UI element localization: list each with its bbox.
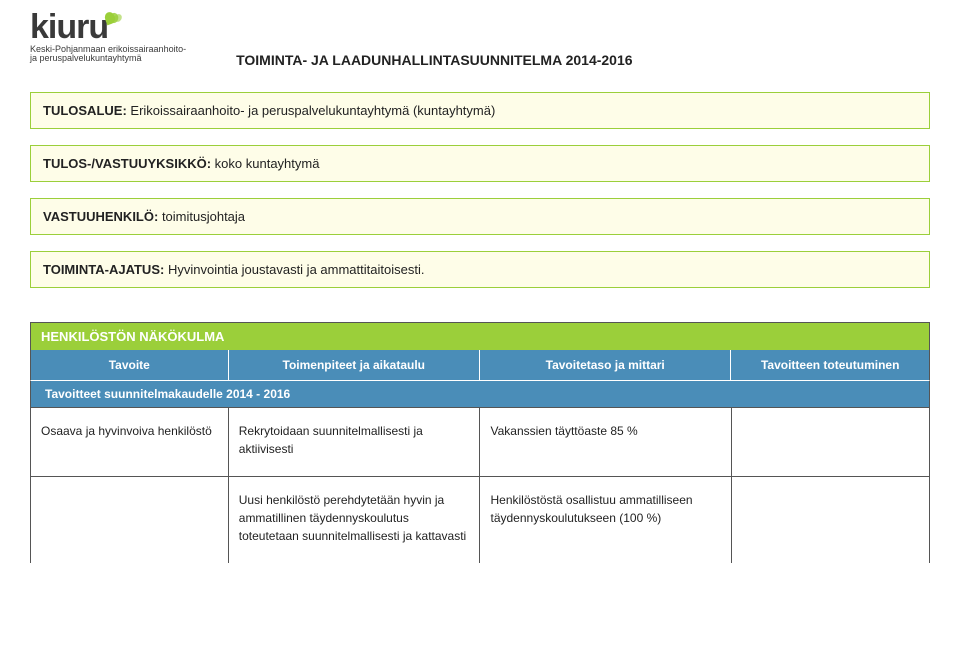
box-tulosalue: TULOSALUE: Erikoissairaanhoito- ja perus…	[30, 92, 930, 129]
logo-leaf-icon	[107, 12, 123, 27]
box-vastuuhenkilo-label: VASTUUHENKILÖ:	[43, 209, 158, 224]
box-toiminta-ajatus-label: TOIMINTA-AJATUS:	[43, 262, 164, 277]
logo-subtitle-line2: ja peruspalvelukuntayhtymä	[30, 54, 186, 64]
logo-brand: kiuru	[30, 12, 108, 43]
box-vastuuyksikko: TULOS-/VASTUUYKSIKKÖ: koko kuntayhtymä	[30, 145, 930, 182]
box-toiminta-ajatus-value: Hyvinvointia joustavasti ja ammattitaito…	[168, 262, 425, 277]
box-toiminta-ajatus: TOIMINTA-AJATUS: Hyvinvointia joustavast…	[30, 251, 930, 288]
cell-toimenpiteet: Rekrytoidaan suunnitelmallisesti ja akti…	[228, 408, 480, 477]
col-header-tavoite: Tavoite	[31, 350, 229, 380]
section-title: HENKILÖSTÖN NÄKÖKULMA	[30, 322, 930, 350]
header-row: kiuru Keski-Pohjanmaan erikoissairaanhoi…	[30, 12, 930, 68]
logo-block: kiuru Keski-Pohjanmaan erikoissairaanhoi…	[30, 12, 186, 64]
box-vastuuhenkilo: VASTUUHENKILÖ: toimitusjohtaja	[30, 198, 930, 235]
table-subheader: Tavoitteet suunnitelmakaudelle 2014 - 20…	[30, 380, 930, 407]
data-table: Osaava ja hyvinvoiva henkilöstö Rekrytoi…	[30, 407, 930, 563]
table-row: Osaava ja hyvinvoiva henkilöstö Rekrytoi…	[31, 408, 930, 477]
cell-toimenpiteet: Uusi henkilöstö perehdytetään hyvin ja a…	[228, 477, 480, 564]
document-page: kiuru Keski-Pohjanmaan erikoissairaanhoi…	[0, 0, 960, 563]
cell-toteutuminen	[732, 408, 930, 477]
logo-subtitle: Keski-Pohjanmaan erikoissairaanhoito- ja…	[30, 45, 186, 65]
cell-mittari: Henkilöstöstä osallistuu ammatilliseen t…	[480, 477, 732, 564]
cell-tavoite	[31, 477, 229, 564]
box-tulosalue-label: TULOSALUE:	[43, 103, 127, 118]
table-row: Uusi henkilöstö perehdytetään hyvin ja a…	[31, 477, 930, 564]
box-vastuuhenkilo-value: toimitusjohtaja	[162, 209, 245, 224]
cell-mittari: Vakanssien täyttöaste 85 %	[480, 408, 732, 477]
table-header-row: Tavoite Toimenpiteet ja aikataulu Tavoit…	[30, 350, 930, 380]
box-vastuuyksikko-value: koko kuntayhtymä	[215, 156, 320, 171]
box-vastuuyksikko-label: TULOS-/VASTUUYKSIKKÖ:	[43, 156, 211, 171]
col-header-mittari: Tavoitetaso ja mittari	[480, 350, 731, 380]
col-header-toteutuminen: Tavoitteen toteutuminen	[731, 350, 929, 380]
cell-tavoite: Osaava ja hyvinvoiva henkilöstö	[31, 408, 229, 477]
document-title: TOIMINTA- JA LAADUNHALLINTASUUNNITELMA 2…	[206, 12, 930, 68]
cell-toteutuminen	[732, 477, 930, 564]
box-tulosalue-value: Erikoissairaanhoito- ja peruspalvelukunt…	[130, 103, 495, 118]
col-header-toimenpiteet: Toimenpiteet ja aikataulu	[229, 350, 480, 380]
